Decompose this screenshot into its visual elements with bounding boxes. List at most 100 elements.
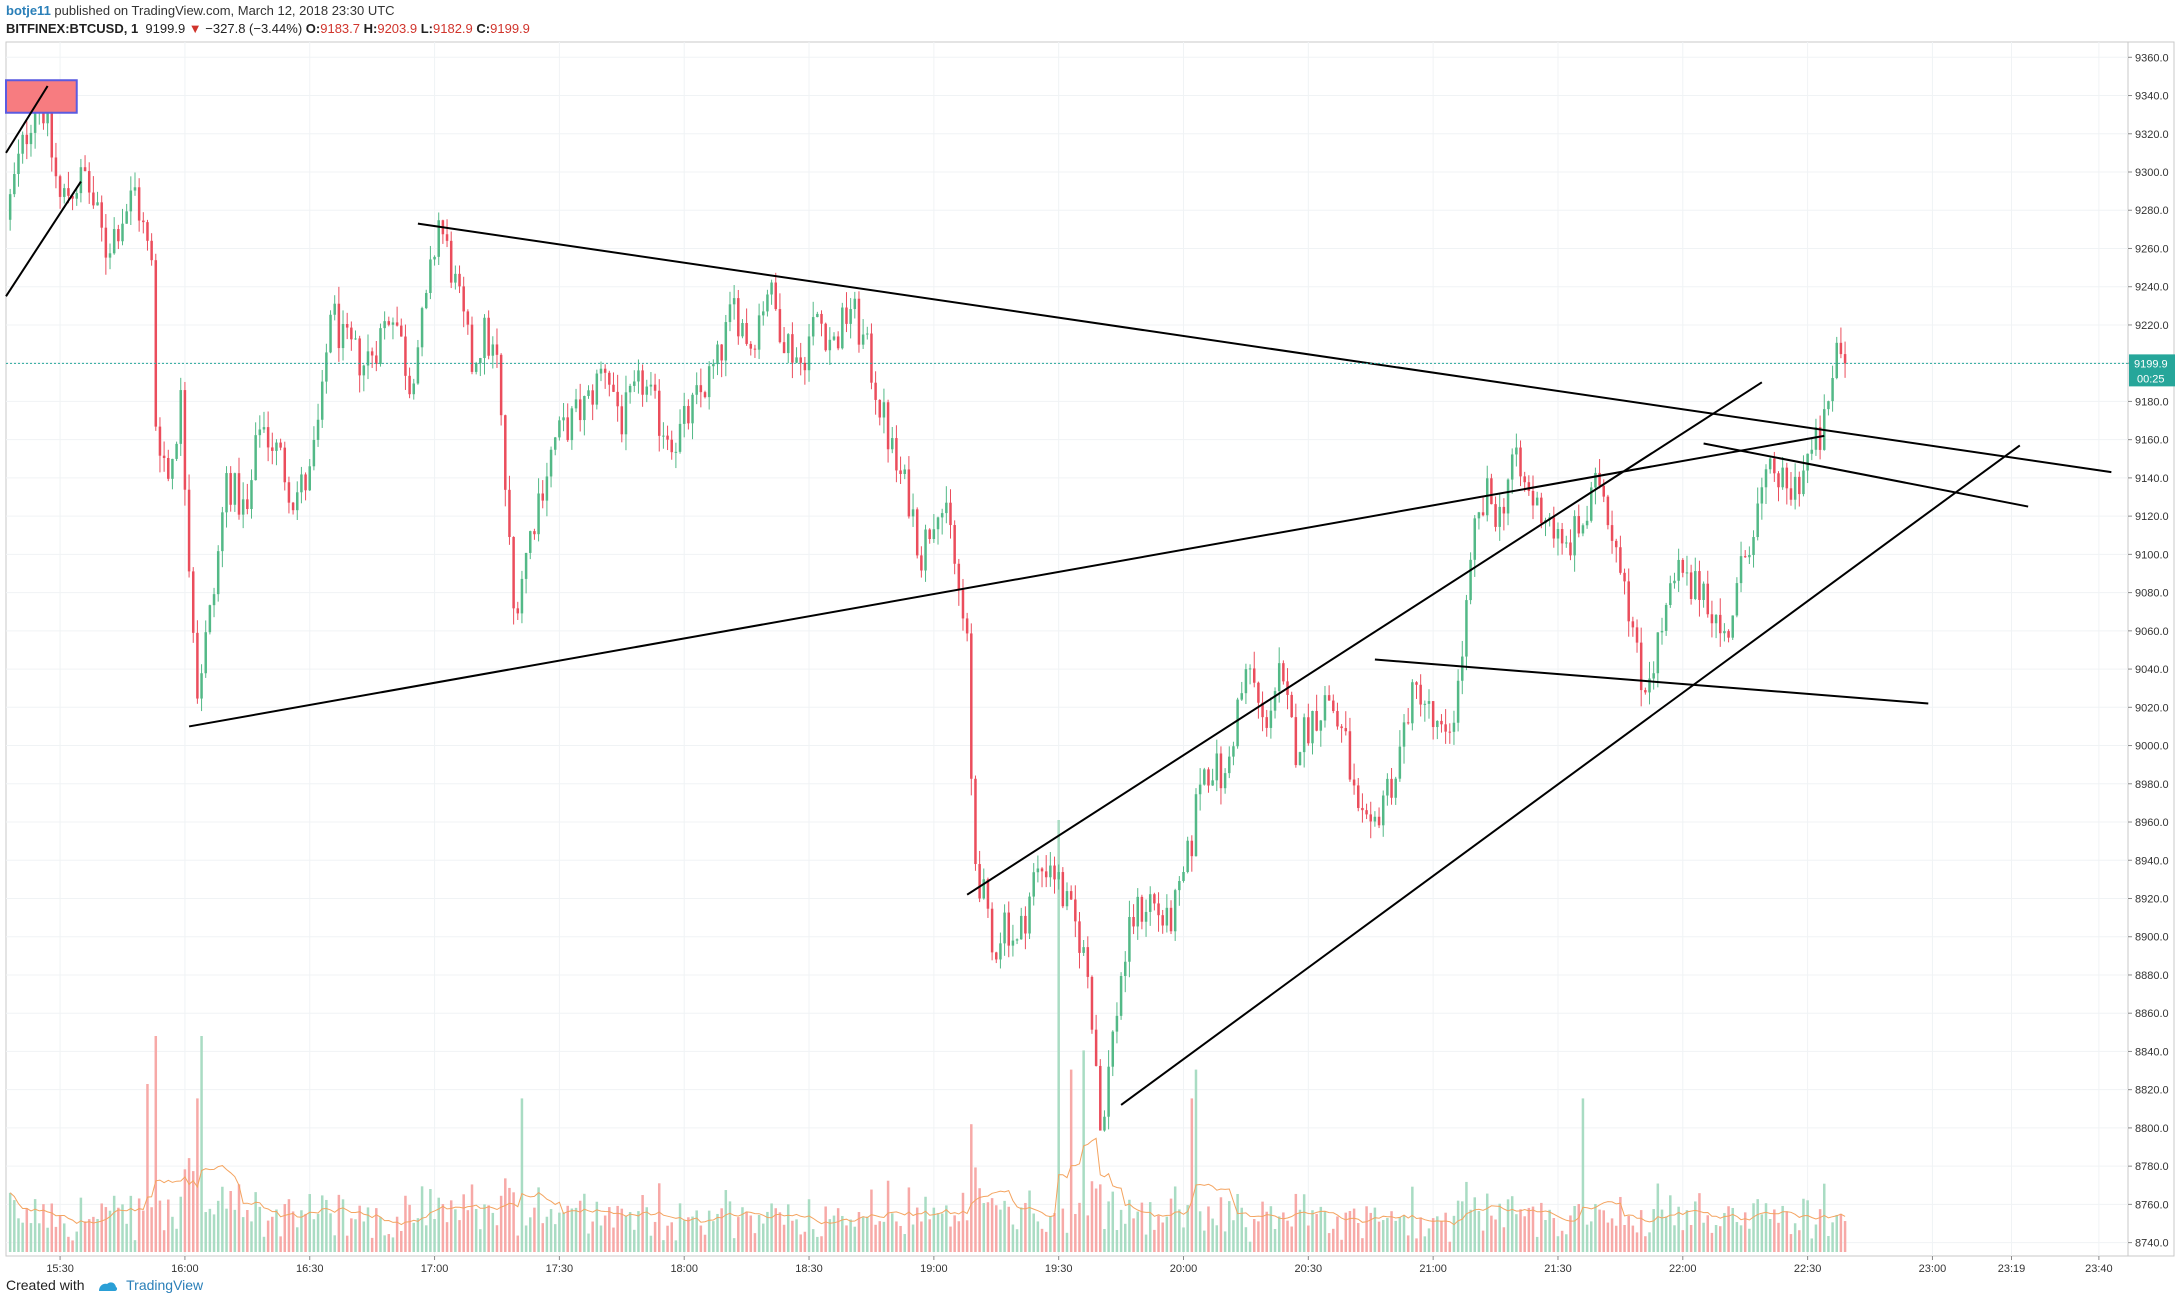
price-axis[interactable]: 8740.0 8760.0 8780.0 8800.0 8820.0 8840.0 8860… [2128, 52, 2169, 1250]
candle-body [1315, 710, 1318, 731]
candle-body [1148, 894, 1152, 912]
volume-bar [953, 1215, 956, 1252]
candle-body [595, 373, 599, 405]
volume-bar [1510, 1196, 1514, 1252]
candle-body [637, 370, 640, 382]
candle-body [1535, 497, 1539, 506]
candle-body [1265, 717, 1268, 728]
price-tick-label: 9080.0 [2135, 588, 2169, 600]
candle-body [1831, 378, 1834, 402]
candle-body [1406, 722, 1410, 724]
candle-body [745, 323, 748, 344]
volume-bar [1748, 1228, 1751, 1252]
volume-bar [42, 1204, 45, 1252]
volume-bar [96, 1218, 99, 1252]
candle-body [54, 157, 58, 177]
tradingview-brand-link[interactable]: TradingView [126, 1277, 204, 1293]
candle-body [678, 423, 682, 452]
volume-bar [741, 1207, 744, 1252]
candle-body [928, 529, 931, 540]
volume-bar [275, 1209, 278, 1252]
volume-bar [911, 1224, 915, 1252]
candle-body [196, 632, 199, 699]
volume-bar [287, 1199, 291, 1252]
candle-body [529, 531, 532, 553]
candle-body [782, 342, 786, 354]
volume-bar [504, 1178, 507, 1252]
candle-body [258, 429, 262, 436]
time-tick-label: 15:30 [46, 1263, 74, 1275]
candle-body [1506, 479, 1510, 514]
volume-bar [778, 1212, 782, 1252]
candle-body [1019, 915, 1023, 940]
volume-bar [574, 1207, 578, 1252]
volume-bar [712, 1221, 715, 1252]
volume-bar [811, 1229, 815, 1252]
volume-bar [1277, 1216, 1281, 1252]
volume-bar [608, 1207, 611, 1252]
candle-body [1764, 469, 1768, 488]
time-tick-label: 23:19 [1998, 1263, 2026, 1275]
candle-body [79, 167, 83, 194]
candle-body [416, 347, 420, 384]
volume-bar [142, 1210, 145, 1252]
volume-bar [1456, 1200, 1460, 1252]
volume-bar [599, 1225, 603, 1252]
volume-bar [824, 1206, 827, 1252]
volume-bar [695, 1210, 698, 1252]
candle-body [1739, 556, 1743, 584]
candle-body [1207, 769, 1210, 786]
candle-body [433, 256, 436, 260]
candle-body [1161, 915, 1164, 926]
candle-body [300, 474, 303, 493]
candle-body [1348, 731, 1352, 780]
candle-body [674, 451, 678, 453]
volume-moving-average [9, 1137, 1846, 1226]
candle-body [487, 317, 490, 356]
time-tick-label: 19:30 [1045, 1263, 1073, 1275]
candle-body [391, 322, 395, 325]
last-price-countdown: 00:25 [2137, 373, 2165, 385]
volume-bar [1157, 1215, 1160, 1252]
volume-bar [620, 1208, 624, 1252]
candle-body [1585, 520, 1589, 526]
volume-bar [1773, 1209, 1776, 1252]
candle-body [1119, 976, 1123, 1016]
candle-body [87, 171, 91, 193]
volume-bar [1173, 1186, 1177, 1252]
volume-bar [1369, 1212, 1372, 1252]
candle-body [1590, 487, 1593, 521]
trend-drawings[interactable] [5, 79, 2112, 1106]
resistance-line-descending [417, 222, 2112, 474]
volume-bar [33, 1199, 37, 1252]
volume-bar [308, 1194, 311, 1252]
volume-bar [595, 1201, 599, 1252]
candle-body [1357, 785, 1360, 808]
candle-body [117, 229, 120, 242]
volume-bar [133, 1240, 137, 1252]
candle-body [853, 298, 857, 310]
open-value: 9183.7 [320, 21, 360, 36]
author-name[interactable]: botje11 [6, 3, 51, 18]
candle-body [533, 531, 536, 535]
volume-bar [866, 1216, 869, 1252]
time-axis[interactable]: 15:30 16:00 16:30 17:00 17:30 18:00 18:30 19:00… [46, 1256, 2113, 1275]
candle-body [1173, 890, 1177, 932]
volume-bar [703, 1234, 707, 1252]
candle-body [1074, 899, 1077, 922]
volume-bar [487, 1205, 490, 1252]
volume-bar [291, 1211, 295, 1252]
candle-body [633, 381, 636, 386]
candle-body [458, 273, 461, 287]
candle-body [562, 417, 565, 421]
volume-bar [129, 1195, 133, 1252]
candle-body [974, 778, 977, 865]
candle-body [786, 334, 790, 354]
chart-frame [5, 41, 2129, 1257]
candle-body [1448, 731, 1452, 733]
volume-bar [915, 1207, 919, 1252]
volume-bar [1207, 1206, 1210, 1252]
volume-bar [495, 1225, 499, 1252]
volume-bar [1265, 1211, 1268, 1252]
